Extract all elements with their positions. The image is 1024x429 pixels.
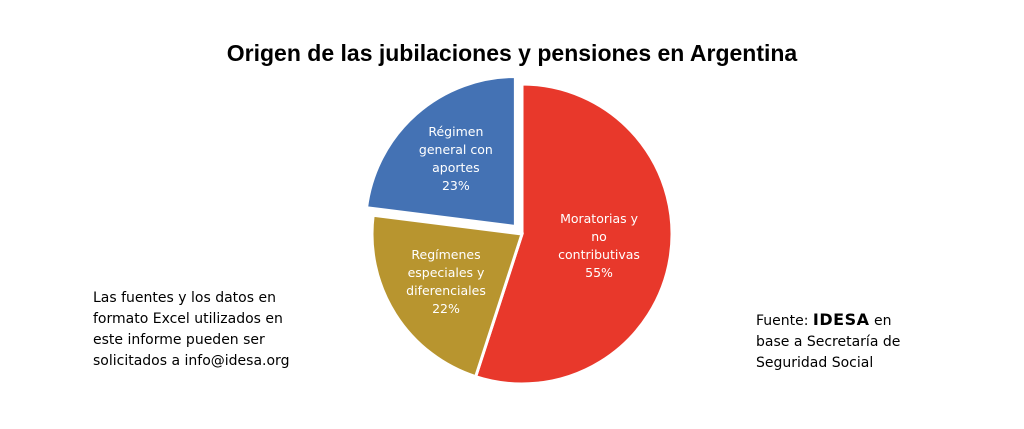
pie-slice-2 <box>364 74 517 229</box>
slice-label-line: Moratorias y <box>560 211 639 226</box>
pie-slice-1 <box>370 213 524 379</box>
slice-label-line: general con <box>419 142 493 157</box>
slice-label-0: Moratorias y no contributivas 55% <box>558 211 640 280</box>
slice-label-2: Régimen general con aportes 23% <box>419 124 493 193</box>
slice-label-line: Régimen <box>428 124 483 139</box>
slice-label-line: 23% <box>442 178 470 193</box>
slice-label-line: 55% <box>585 265 613 280</box>
slice-label-line: no <box>591 229 607 244</box>
slice-label-line: 22% <box>432 301 460 316</box>
source-prefix: Fuente: <box>756 313 813 329</box>
slice-label-line: contributivas <box>558 247 640 262</box>
slice-label-1: Regímenes especiales y diferenciales 22% <box>406 247 486 316</box>
slice-label-line: diferenciales <box>406 283 486 298</box>
source-suffix: en base a Secretaría de Seguridad Social <box>756 313 901 371</box>
data-availability-note: Las fuentes y los datos en formato Excel… <box>93 290 290 369</box>
idesa-logo-text: IDESA <box>812 310 870 329</box>
slice-label-line: Regímenes <box>411 247 480 262</box>
chart-title: Origen de las jubilaciones y pensiones e… <box>226 40 798 66</box>
source-note: Fuente: IDESA en base a Secretaría de Se… <box>756 309 916 374</box>
slice-label-line: especiales y <box>408 265 485 280</box>
pie-slice-0 <box>473 82 674 386</box>
slice-label-line: aportes <box>432 160 480 175</box>
